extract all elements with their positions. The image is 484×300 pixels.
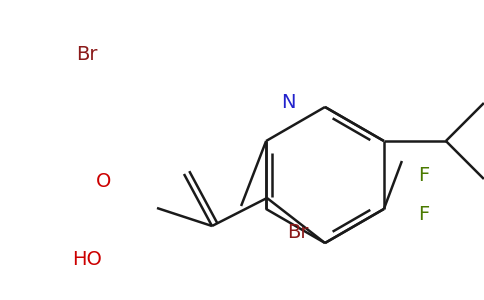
Text: O: O xyxy=(96,172,112,191)
Text: Br: Br xyxy=(76,44,98,64)
Text: Br: Br xyxy=(287,223,308,242)
Text: N: N xyxy=(281,92,295,112)
Text: F: F xyxy=(418,205,429,224)
Text: F: F xyxy=(418,166,429,185)
Text: HO: HO xyxy=(72,250,102,269)
